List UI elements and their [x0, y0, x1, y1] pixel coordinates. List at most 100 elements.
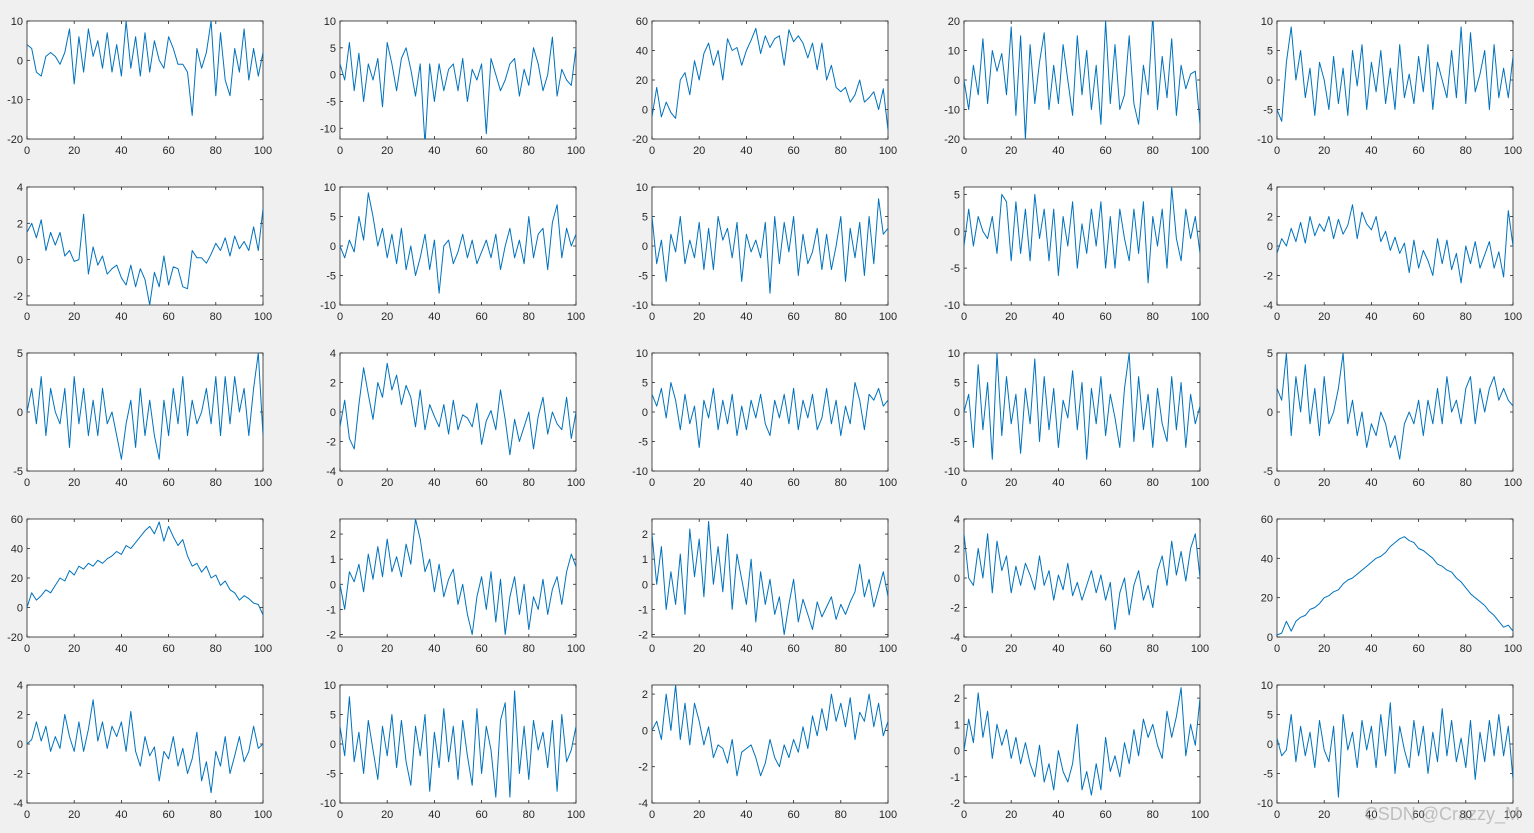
- x-tick-label: 80: [1460, 311, 1472, 323]
- y-tick-label: 40: [1261, 553, 1273, 565]
- series-line-1: [964, 353, 1200, 460]
- y-tick-label: 5: [330, 212, 336, 224]
- y-tick-label: 0: [642, 407, 648, 419]
- y-tick-label: 5: [1267, 710, 1273, 722]
- subplot-5: 0 20 40 60 80 100 -10 -5 0 5 10: [1257, 16, 1522, 157]
- x-tick-label: 40: [428, 145, 440, 157]
- x-tick-label: 80: [1147, 145, 1159, 157]
- x-tick-label: 20: [693, 145, 705, 157]
- x-tick-label: 60: [1412, 643, 1424, 655]
- subplot-23: 0 20 40 60 80 100 -4 -2 0 2: [638, 684, 897, 821]
- axes-box: [1276, 186, 1514, 306]
- y-tick-label: -2: [13, 769, 23, 781]
- x-tick-label: 0: [649, 477, 655, 489]
- subplot-19: 0 20 40 60 80 100 -4 -2 0 2 4: [950, 514, 1209, 655]
- y-tick-label: 10: [1261, 680, 1273, 692]
- x-tick-label: 80: [1460, 477, 1472, 489]
- y-tick-label: -20: [944, 134, 960, 146]
- axes-box: [651, 352, 889, 472]
- y-tick-label: 10: [324, 680, 336, 692]
- subplot-22: 0 20 40 60 80 100 -10 -5 0 5 10: [320, 680, 585, 821]
- x-tick-label: 60: [1412, 477, 1424, 489]
- y-tick-label: 10: [1261, 16, 1273, 28]
- x-tick-label: 80: [210, 643, 222, 655]
- y-tick-label: -1: [950, 772, 960, 784]
- series-line-1: [652, 382, 888, 448]
- axes-box: [1276, 684, 1514, 804]
- y-tick-label: -2: [638, 762, 648, 774]
- x-tick-label: 40: [428, 477, 440, 489]
- subplot-14: 0 20 40 60 80 100 -10 -5 0 5 10: [944, 348, 1209, 489]
- series-line-1: [27, 699, 263, 794]
- subplot-21: 0 20 40 60 80 100 -4 -2 0 2 4: [13, 680, 272, 821]
- axes-box: [339, 518, 577, 638]
- x-tick-label: 80: [523, 145, 535, 157]
- x-tick-label: 60: [475, 145, 487, 157]
- x-tick-label: 20: [68, 643, 80, 655]
- y-tick-label: 0: [17, 407, 23, 419]
- y-tick-label: -10: [1257, 134, 1273, 146]
- x-tick-label: 40: [1365, 477, 1377, 489]
- x-tick-label: 80: [1460, 643, 1472, 655]
- x-tick-label: 100: [254, 809, 272, 821]
- x-tick-label: 0: [24, 477, 30, 489]
- y-tick-label: -10: [320, 300, 336, 312]
- y-tick-label: 0: [954, 746, 960, 758]
- x-tick-label: 20: [1005, 145, 1017, 157]
- series-line-1: [964, 21, 1200, 139]
- x-tick-label: 100: [879, 809, 897, 821]
- y-tick-label: -5: [1263, 466, 1273, 478]
- x-tick-label: 40: [428, 809, 440, 821]
- x-tick-label: 40: [1365, 809, 1377, 821]
- y-tick-label: 4: [17, 182, 23, 194]
- y-tick-label: 2: [17, 218, 23, 230]
- x-tick-label: 60: [162, 477, 174, 489]
- x-tick-label: 0: [337, 477, 343, 489]
- y-tick-label: 20: [11, 573, 23, 585]
- y-tick-label: 0: [17, 603, 23, 615]
- x-tick-label: 0: [1274, 477, 1280, 489]
- y-tick-label: -4: [1263, 300, 1273, 312]
- y-tick-label: -5: [950, 437, 960, 449]
- y-tick-label: 0: [330, 241, 336, 253]
- y-tick-label: 2: [330, 378, 336, 390]
- x-tick-label: 80: [523, 477, 535, 489]
- x-tick-label: 60: [475, 643, 487, 655]
- x-tick-label: 40: [740, 311, 752, 323]
- x-tick-label: 100: [1504, 145, 1522, 157]
- x-tick-label: 20: [693, 311, 705, 323]
- series-line-1: [27, 353, 263, 460]
- y-tick-label: 10: [948, 46, 960, 58]
- series-line-1: [340, 362, 576, 456]
- y-tick-label: 0: [330, 407, 336, 419]
- subplot-9: 0 20 40 60 80 100 -10 -5 0 5: [944, 186, 1209, 323]
- axes-box: [339, 352, 577, 472]
- y-tick-label: 0: [330, 739, 336, 751]
- series-line-1: [652, 521, 888, 635]
- x-tick-label: 80: [523, 311, 535, 323]
- y-tick-label: -4: [326, 466, 336, 478]
- y-tick-label: 0: [17, 739, 23, 751]
- y-tick-label: -1: [638, 604, 648, 616]
- subplot-2: 0 20 40 60 80 100 -10 -5 0 5 10: [320, 16, 585, 157]
- x-tick-label: 100: [1191, 145, 1209, 157]
- x-tick-label: 60: [162, 311, 174, 323]
- x-tick-label: 20: [381, 643, 393, 655]
- x-tick-label: 60: [1099, 311, 1111, 323]
- x-tick-label: 60: [787, 311, 799, 323]
- y-tick-label: 10: [324, 182, 336, 194]
- x-tick-label: 80: [210, 145, 222, 157]
- y-tick-label: 2: [17, 710, 23, 722]
- y-tick-label: 10: [948, 348, 960, 360]
- x-tick-label: 60: [1099, 145, 1111, 157]
- x-tick-label: 80: [523, 809, 535, 821]
- x-tick-label: 20: [68, 311, 80, 323]
- y-tick-label: 2: [954, 693, 960, 705]
- y-tick-label: 0: [954, 75, 960, 87]
- y-tick-label: -5: [326, 769, 336, 781]
- x-tick-label: 0: [24, 311, 30, 323]
- y-tick-label: 1: [330, 554, 336, 566]
- x-tick-label: 100: [1191, 311, 1209, 323]
